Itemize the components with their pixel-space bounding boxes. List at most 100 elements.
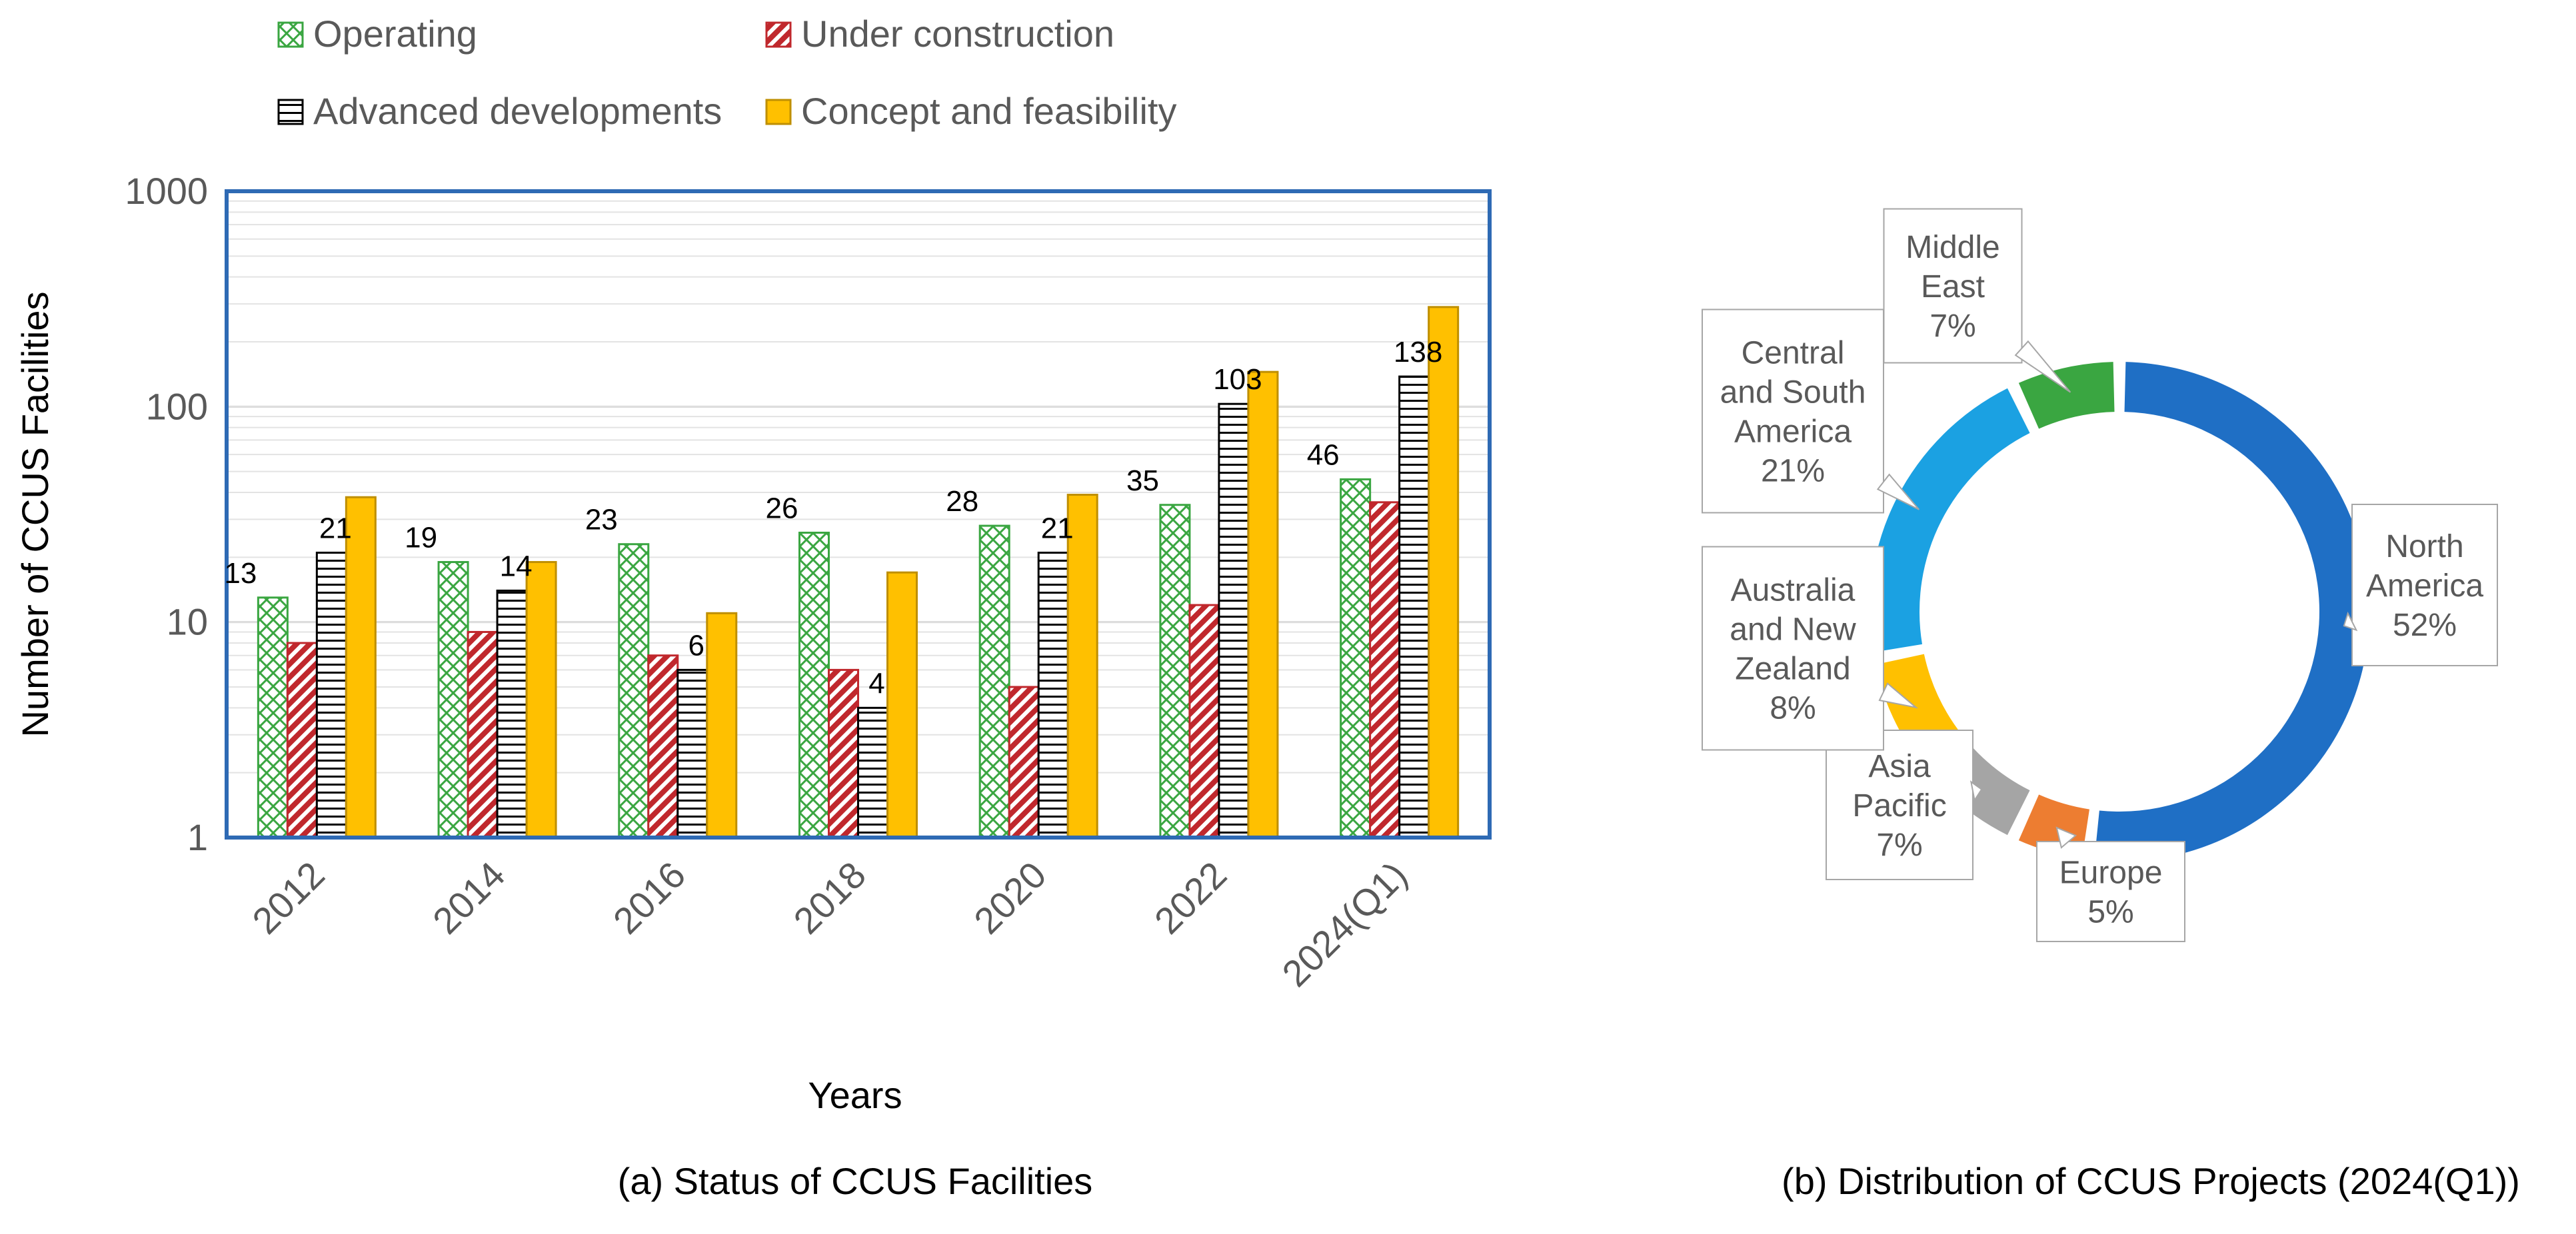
- donut-labels: North America 52% Europe 5% Asia Pacific 7% Aust…: [1702, 208, 2498, 942]
- donut-label-text: America: [2366, 568, 2483, 604]
- donut-label-europe: Europe 5%: [2036, 826, 2185, 942]
- plot-frame: [225, 189, 1492, 840]
- data-label: 23: [585, 504, 618, 536]
- data-label: 138: [1394, 336, 1442, 368]
- y-tick-label: 1000: [125, 170, 208, 212]
- caption-b: (b) Distribution of CCUS Projects (2024(…: [1782, 1160, 2520, 1202]
- legend-swatch: [765, 99, 792, 125]
- y-tick-label: 100: [146, 385, 208, 427]
- callout-pointer: [1876, 473, 1920, 510]
- bar-operating-2018: [798, 531, 830, 839]
- bar-concept-and-feasibility-2020: [1066, 494, 1098, 839]
- callout-pointer: [1878, 682, 1919, 709]
- data-label: 28: [946, 485, 978, 518]
- legend-label: Operating: [313, 13, 477, 55]
- donut-chart: North America 52% Europe 5% Asia Pacific 7% Aust…: [1702, 208, 2520, 1202]
- donut-label-text: and New: [1730, 612, 1856, 648]
- donut-label-text: Asia: [1868, 749, 1931, 784]
- legend-swatch: [765, 21, 792, 48]
- bar-concept-and-feasibility-2022: [1247, 370, 1279, 839]
- bars: [257, 306, 1460, 839]
- bar-under-construction-2022: [1188, 604, 1220, 839]
- data-label: 14: [500, 550, 533, 582]
- donut-slice-north-america: [2094, 362, 2369, 862]
- donut-slices: [1870, 362, 2369, 862]
- bar-operating-2020: [978, 524, 1010, 839]
- bar-advanced-developments-2022: [1218, 402, 1250, 839]
- bar-under-construction-2020: [1008, 686, 1040, 839]
- callout-box: [1702, 308, 1884, 514]
- callout-box: [2351, 504, 2498, 666]
- x-tick-label: 2014: [425, 854, 513, 942]
- y-tick-label: 10: [167, 601, 208, 643]
- callout-pointer: [2014, 340, 2071, 393]
- callout-pointer: [1969, 780, 1983, 802]
- callout-box: [1883, 208, 2023, 364]
- data-label: 35: [1126, 464, 1159, 497]
- donut-label-text: Middle: [1906, 230, 1999, 265]
- legend-swatch: [277, 21, 304, 48]
- data-label: 21: [319, 512, 352, 544]
- bar-advanced-developments-2016: [676, 668, 708, 839]
- bar-concept-and-feasibility-2014: [525, 561, 557, 839]
- bar-operating-2022: [1159, 504, 1191, 839]
- donut-label-text: Europe: [2059, 856, 2163, 891]
- bar-operating-2014: [437, 561, 469, 839]
- callout-box: [2036, 841, 2185, 942]
- donut-label-percent: 7%: [1876, 828, 1922, 863]
- x-axis-title: Years: [808, 1074, 902, 1116]
- callout-box: [1702, 546, 1884, 751]
- donut-label-central-and-south-america: Central and South America 21%: [1702, 308, 1920, 514]
- donut-label-percent: 52%: [2393, 608, 2457, 643]
- data-label: 21: [1041, 512, 1074, 544]
- bar-advanced-developments-2018: [857, 706, 888, 839]
- x-tick-label: 2024(Q1): [1274, 854, 1415, 995]
- legend-label: Advanced developments: [313, 90, 722, 132]
- data-label: 19: [405, 522, 437, 554]
- donut-slice-central-and-south-america: [1870, 388, 2030, 653]
- data-label: 26: [766, 492, 798, 524]
- donut-slice-middle-east: [2018, 362, 2115, 429]
- donut-label-text: North: [2385, 529, 2463, 564]
- x-axis-ticks: 2012 2014 2016 2018 2020 2022 2024(Q1): [244, 854, 1415, 995]
- bar-under-construction-2012: [286, 642, 318, 839]
- donut-label-percent: 21%: [1761, 454, 1825, 489]
- donut-label-north-america: North America 52%: [2343, 504, 2498, 666]
- bar-under-construction-2018: [828, 668, 859, 839]
- data-label: 46: [1307, 438, 1340, 471]
- callout-box: [1826, 730, 1973, 880]
- donut-label-percent: 5%: [2087, 895, 2133, 930]
- bar-under-construction-2014: [467, 630, 499, 839]
- donut-label-text: America: [1734, 414, 1852, 450]
- x-tick-label: 2016: [605, 854, 694, 942]
- y-axis-ticks: 1 10 100 1000: [125, 170, 208, 858]
- donut-label-percent: 8%: [1770, 691, 1816, 726]
- data-label: 4: [868, 667, 884, 700]
- donut-label-text: Australia: [1731, 573, 1856, 608]
- plot-grid: [227, 200, 1490, 774]
- callout-pointer: [2343, 611, 2358, 632]
- bar-concept-and-feasibility-2016: [706, 612, 738, 839]
- bar-advanced-developments-2020: [1037, 551, 1069, 839]
- bar-under-construction-2024(Q1): [1369, 501, 1401, 839]
- donut-label-text: Central: [1742, 336, 1845, 371]
- y-axis-title: Number of CCUS Facilities: [14, 291, 56, 737]
- donut-label-text: and South: [1720, 375, 1866, 410]
- bar-advanced-developments-2012: [315, 551, 347, 839]
- bar-advanced-developments-2024(Q1): [1398, 375, 1430, 839]
- callout-pointer: [2055, 826, 2077, 849]
- bar-advanced-developments-2014: [496, 589, 528, 839]
- x-tick-label: 2012: [244, 854, 333, 942]
- bar-operating-2012: [257, 596, 289, 839]
- y-tick-label: 1: [187, 816, 208, 858]
- donut-label-text: Zealand: [1735, 652, 1850, 687]
- bar-legend: Operating Under construction Advanced deve…: [277, 13, 1176, 132]
- bar-operating-2024(Q1): [1340, 478, 1372, 839]
- bar-operating-2016: [618, 543, 650, 839]
- caption-a: (a) Status of CCUS Facilities: [618, 1160, 1093, 1202]
- bar-concept-and-feasibility-2018: [886, 571, 918, 839]
- donut-label-asia-pacific: Asia Pacific 7%: [1826, 730, 1983, 880]
